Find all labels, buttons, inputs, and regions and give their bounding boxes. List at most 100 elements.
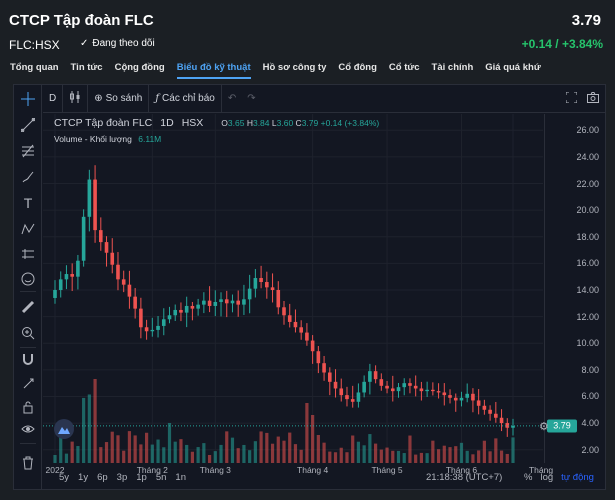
candle-body (408, 383, 412, 386)
lock-icon[interactable] (20, 399, 36, 415)
pattern-icon[interactable] (20, 221, 36, 237)
range-1m[interactable]: 1p (136, 472, 147, 483)
ruler-icon[interactable] (20, 299, 36, 315)
range-1y[interactable]: 1y (78, 472, 89, 483)
time-axis[interactable]: 2022 Tháng 2 Tháng 3 Tháng 4 Tháng 5 Tháng 6 T… (43, 463, 605, 489)
range-1d[interactable]: 1n (175, 472, 186, 483)
brush-icon[interactable] (20, 169, 36, 185)
candle-body (459, 397, 464, 401)
eye-icon[interactable] (20, 421, 36, 437)
trash-icon[interactable] (20, 455, 36, 471)
settings-gear-icon[interactable]: ⚙ (539, 421, 549, 433)
tab-financials[interactable]: Tài chính (431, 62, 474, 73)
crosshair-icon[interactable] (20, 91, 36, 107)
auto-scale-button[interactable]: tự động (561, 472, 594, 483)
tab-historical-price[interactable]: Giá quá khứ (485, 62, 541, 73)
volume-bar (259, 431, 263, 463)
tab-overview[interactable]: Tổng quan (10, 62, 59, 73)
chart-type-button[interactable] (63, 84, 89, 113)
price-tick-label: 8.00 (581, 364, 599, 375)
drawing-toolbar: T (14, 85, 42, 489)
candle-body (179, 309, 183, 313)
volume-bar (213, 451, 217, 463)
emoji-icon[interactable] (20, 271, 36, 287)
prediction-icon[interactable] (20, 246, 36, 262)
candle-body (139, 308, 143, 328)
trend-line-icon[interactable] (20, 117, 36, 133)
text-tool-icon[interactable]: T (23, 195, 33, 211)
tab-company-profile[interactable]: Hồ sơ công ty (262, 62, 327, 73)
time-tick-label: Tháng 2 (136, 465, 168, 475)
compare-label: So sánh (105, 93, 143, 104)
bottom-toolbar: 5y 1y 6p 3p 1p 5n 1n 21:18:38 (UTC+7) % … (14, 458, 605, 489)
candle-body (436, 391, 441, 393)
candle-body (93, 179, 97, 231)
volume-bar (316, 435, 320, 463)
volume-bar (225, 431, 229, 463)
volume-bar (419, 452, 423, 463)
range-5y[interactable]: 5y (59, 472, 70, 483)
candle-body (328, 372, 332, 382)
chart-widget: T (13, 84, 606, 490)
scale-buttons: % log tự động (524, 472, 594, 483)
price-tick-label: 12.00 (576, 311, 599, 322)
volume-bar (431, 440, 435, 463)
range-5d[interactable]: 5n (155, 472, 167, 483)
log-scale-button[interactable]: log (540, 472, 554, 483)
compare-button[interactable]: ⊕ So sánh (88, 84, 150, 113)
magnet-icon[interactable] (20, 351, 36, 367)
zoom-in-icon[interactable] (20, 325, 36, 341)
candle-body (150, 329, 155, 332)
volume-bar (482, 440, 486, 463)
time-readout[interactable]: 21:18:38 (UTC+7) (426, 472, 503, 483)
plus-circle-icon: ⊕ (94, 93, 103, 104)
tab-news[interactable]: Tin tức (70, 62, 103, 73)
tab-dividends[interactable]: Cổ tức (388, 62, 420, 73)
volume-bar (351, 435, 355, 463)
volume-bar (276, 436, 280, 463)
volume-bar (494, 438, 498, 463)
price-tick-label: 20.00 (576, 205, 599, 216)
candle-body (453, 397, 458, 401)
volume-label: Volume - Khối lượng (54, 134, 132, 144)
tab-technical-chart[interactable]: Biểu đồ kỹ thuật (176, 61, 251, 83)
volume-bar (116, 435, 120, 463)
stock-header: CTCP Tập đoàn FLC 3.79 FLC:HSX ✓ Đang th… (0, 0, 615, 84)
volume-bar (265, 432, 269, 463)
candle-body (116, 264, 120, 280)
fib-tool-icon[interactable] (20, 143, 36, 159)
candle-body (282, 307, 286, 316)
candle-body (76, 260, 80, 277)
candle-body (310, 340, 315, 352)
tradingview-logo-icon[interactable] (54, 419, 74, 439)
candle-body (53, 290, 57, 298)
tab-shareholders[interactable]: Cổ đông (338, 62, 377, 73)
redo-icon[interactable]: ↷ (247, 93, 256, 104)
candle-body (345, 395, 349, 400)
range-6m[interactable]: 6p (97, 472, 108, 483)
volume-bar (248, 450, 252, 463)
interval-selector[interactable]: D (43, 84, 64, 113)
fullscreen-icon[interactable] (565, 91, 578, 106)
range-3m[interactable]: 3p (116, 472, 128, 483)
candle-body (121, 279, 126, 285)
price-plot[interactable] (43, 114, 543, 463)
candle-body (494, 413, 498, 418)
price-tick-label: 14.00 (576, 285, 599, 295)
candle-body (104, 242, 109, 253)
percent-scale-button[interactable]: % (524, 472, 533, 483)
volume-bar (299, 449, 303, 463)
volume-bar (179, 439, 183, 463)
tab-community[interactable]: Cộng đồng (114, 62, 165, 73)
undo-icon[interactable]: ↶ (227, 93, 237, 104)
volume-bar (99, 447, 103, 463)
follow-button[interactable]: ✓ Đang theo dõi (80, 38, 155, 49)
candle-body (350, 399, 355, 402)
volume-bar (328, 451, 332, 463)
volume-bar (511, 437, 515, 463)
volume-bar (448, 447, 452, 463)
screenshot-icon[interactable] (587, 92, 599, 106)
lock-drawing-icon[interactable] (20, 375, 36, 391)
price-axis[interactable]: 26.00 24.00 22.00 20.00 18.00 16.00 14.00 12.00… (544, 114, 605, 463)
indicators-button[interactable]: ƒ Các chỉ báo (149, 84, 222, 113)
